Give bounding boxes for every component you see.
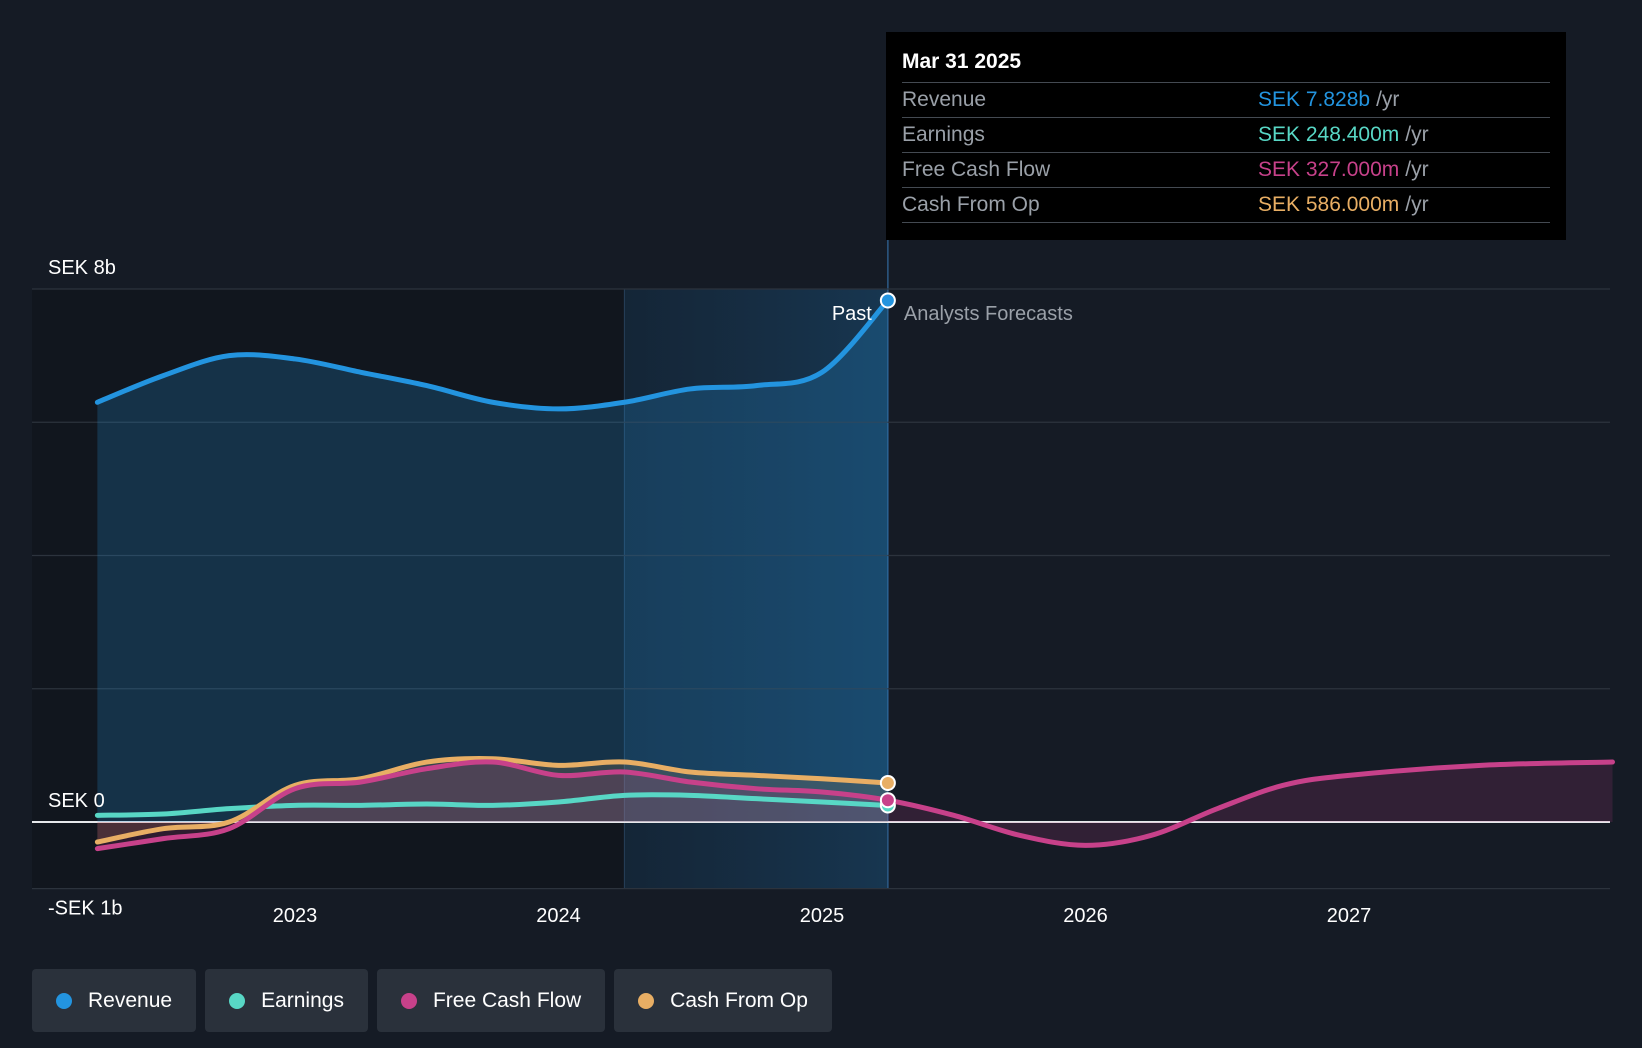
tooltip-fcf-name: Free Cash Flow [902, 158, 1051, 181]
revenue-point[interactable] [879, 292, 896, 309]
revenue-dot-icon [56, 992, 72, 1009]
legend-item-cash-from-op[interactable]: Cash From Op [614, 969, 832, 1032]
free-cash-flow-point[interactable] [879, 792, 896, 809]
y-axis-label: -SEK 1b [48, 898, 122, 920]
tooltip-row-revenue: Revenue SEK 7.828b /yr [902, 82, 1550, 117]
tooltip-fcf-value: SEK 327.000m [1258, 158, 1400, 181]
cash-from-op-line [94, 756, 891, 845]
tooltip-revenue-unit: /yr [1376, 88, 1400, 111]
forecast-label: Analysts Forecasts [904, 303, 1073, 325]
tooltip-revenue-value: SEK 7.828b [1258, 88, 1371, 111]
tooltip-row-earnings: Earnings SEK 248.400m /yr [902, 117, 1550, 152]
tooltip-revenue-name: Revenue [902, 88, 987, 111]
legend-label-revenue: Revenue [88, 988, 173, 1012]
earnings-dot-icon [229, 992, 246, 1009]
tooltip-earnings-name: Earnings [902, 123, 985, 146]
legend-item-free-cash-flow[interactable]: Free Cash Flow [376, 969, 606, 1032]
y-axis-label: SEK 0 [48, 790, 105, 812]
tooltip-fcf-unit: /yr [1405, 158, 1429, 181]
cash-from-op-area [97, 758, 888, 842]
past-label: Past [832, 303, 872, 325]
cash-from-op-dot-icon [638, 992, 655, 1009]
cash-from-op-point[interactable] [879, 774, 896, 791]
tooltip-earnings-unit: /yr [1405, 123, 1429, 146]
legend-item-earnings[interactable]: Earnings [205, 969, 368, 1032]
tooltip-earnings-value: SEK 248.400m [1258, 123, 1400, 146]
y-axis-label: SEK 8b [48, 257, 116, 279]
legend-label-free-cash-flow: Free Cash Flow [432, 988, 582, 1012]
free-cash-flow-dot-icon [400, 992, 417, 1009]
tooltip: Mar 31 2025 Revenue SEK 7.828b /yr Earni… [886, 32, 1566, 240]
legend-item-revenue[interactable]: Revenue [32, 969, 197, 1032]
revenue-area [97, 300, 888, 823]
legend-label-cash-from-op: Cash From Op [670, 988, 808, 1012]
tooltip-cfo-value: SEK 586.000m [1258, 193, 1400, 216]
x-tick-label: 2025 [800, 905, 845, 927]
x-tick-label: 2027 [1327, 905, 1372, 927]
tooltip-row-free-cash-flow: Free Cash Flow SEK 327.000m /yr [902, 152, 1550, 187]
legend-label-earnings: Earnings [261, 988, 344, 1012]
revenue-line [94, 297, 891, 412]
tooltip-cfo-name: Cash From Op [902, 193, 1040, 216]
free-cash-flow-line [94, 759, 1615, 852]
x-tick-label: 2023 [273, 905, 318, 927]
tooltip-cfo-unit: /yr [1405, 193, 1429, 216]
x-tick-label: 2024 [536, 905, 581, 927]
x-tick-label: 2026 [1063, 905, 1108, 927]
legend: Revenue Earnings Free Cash Flow Cash Fro… [32, 969, 832, 1032]
earnings-line [94, 792, 891, 818]
tooltip-date: Mar 31 2025 [902, 50, 1022, 73]
tooltip-row-cash-from-op: Cash From Op SEK 586.000m /yr [902, 187, 1550, 223]
